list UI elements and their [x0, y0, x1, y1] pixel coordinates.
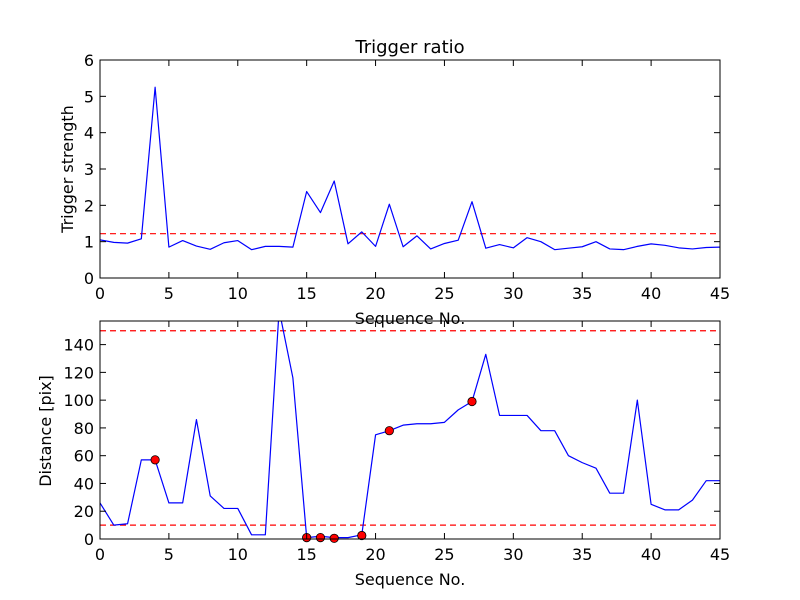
top-x-tick-label: 45 — [710, 284, 730, 303]
top-x-axis-label: Sequence No. — [355, 309, 466, 328]
top-x-tick-label: 10 — [228, 284, 248, 303]
bottom-marker-point — [467, 396, 477, 407]
bottom-x-tick-label: 25 — [434, 545, 454, 564]
top-x-tick-label: 30 — [503, 284, 523, 303]
top-y-axis-label: Trigger strength — [58, 105, 77, 234]
top-y-tick-label: 2 — [84, 196, 94, 215]
top-x-tick-label: 0 — [95, 284, 105, 303]
bottom-axes-frame — [99, 320, 721, 540]
bottom-marker-point — [357, 530, 367, 541]
top-x-tick-label: 15 — [296, 284, 316, 303]
bottom-x-tick-label: 10 — [228, 545, 248, 564]
bottom-y-tick-label: 20 — [74, 502, 94, 521]
top-y-tick-label: 4 — [84, 124, 94, 143]
bottom-y-axis-label: Distance [pix] — [36, 375, 55, 487]
top-x-tick-label: 40 — [641, 284, 661, 303]
bottom-x-tick-label: 40 — [641, 545, 661, 564]
bottom-marker-point — [329, 533, 339, 543]
top-y-tick-label: 1 — [84, 233, 94, 252]
chart-title: Trigger ratio — [354, 37, 464, 58]
distance-plot: 0 5 10 15 20 25 30 35 40 45 0 20 40 60 80 100 120 140 — [63, 320, 730, 564]
bottom-x-tick-label: 20 — [365, 545, 385, 564]
bottom-marker-point — [315, 533, 326, 543]
top-x-tick-label: 35 — [572, 284, 592, 303]
bottom-y-tick-label: 120 — [63, 363, 94, 382]
bottom-series-line — [100, 321, 720, 539]
bottom-marker-point — [384, 426, 394, 436]
bottom-y-tick-label: 100 — [63, 391, 94, 410]
bottom-marker-point — [150, 455, 160, 465]
bottom-x-tick-label: 30 — [503, 545, 523, 564]
bottom-x-tick-label: 5 — [164, 545, 174, 564]
top-y-tick-label: 5 — [84, 87, 94, 106]
bottom-plot-area — [100, 321, 720, 539]
top-y-tick-label: 3 — [84, 160, 94, 179]
top-x-tick-label: 25 — [434, 284, 454, 303]
bottom-y-tick-label: 0 — [84, 530, 94, 549]
top-x-tick-label: 20 — [365, 284, 385, 303]
bottom-y-tick-label: 80 — [74, 419, 94, 438]
bottom-y-tick-label: 60 — [74, 447, 94, 466]
top-y-tick-label: 0 — [84, 269, 94, 288]
top-x-tick-label: 5 — [164, 284, 174, 303]
top-y-tick-label: 6 — [84, 51, 94, 70]
bottom-x-tick-label: 45 — [710, 545, 730, 564]
bottom-x-axis-label: Sequence No. — [355, 570, 466, 589]
bottom-y-tick-label: 40 — [74, 474, 94, 493]
bottom-y-tick-label: 140 — [63, 336, 94, 355]
bottom-x-tick-label: 15 — [296, 545, 316, 564]
top-series-line — [100, 86, 720, 251]
bottom-x-tick-label: 35 — [572, 545, 592, 564]
bottom-x-tick-label: 0 — [95, 545, 105, 564]
